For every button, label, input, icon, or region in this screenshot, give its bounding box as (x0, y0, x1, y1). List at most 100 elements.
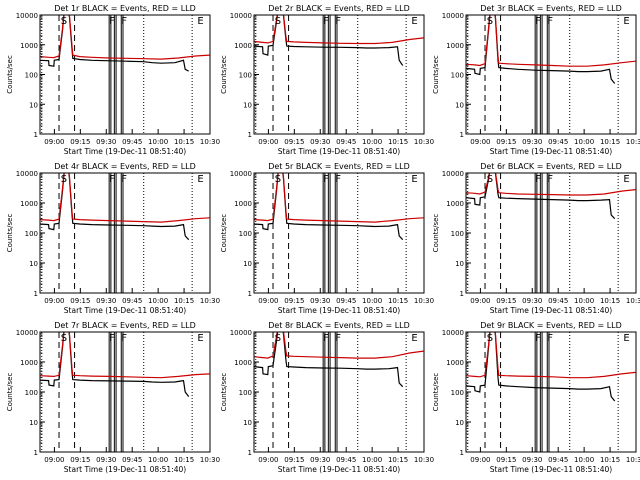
y-axis-label: Counts/sec (432, 214, 440, 253)
flag-annotation: F (323, 333, 329, 344)
events-series-line (40, 173, 190, 241)
y-tick-label: 1 (34, 290, 38, 298)
x-tick-label: 10:15 (600, 138, 620, 146)
flag-annotation: E (411, 333, 417, 344)
flag-annotation: F (109, 16, 115, 27)
flag-annotation: F (335, 174, 341, 185)
y-tick-label: 1000 (234, 42, 252, 50)
plot-frame (465, 172, 637, 294)
x-tick-label: 09:45 (336, 456, 356, 464)
x-tick-label: 09:15 (284, 456, 304, 464)
panel-title: Det 8r BLACK = Events, RED = LLD (268, 321, 410, 330)
plot-frame (39, 14, 211, 135)
flag-annotation: E (197, 174, 203, 185)
flag-annotation: S (487, 333, 493, 344)
events-series-line (466, 173, 616, 220)
y-tick-label: 10 (243, 419, 252, 427)
flag-annotation: F (109, 174, 115, 185)
lld-series-line (254, 173, 424, 223)
panel-det-2: S F F E 1 10 100 1000 10000 Counts/sec 09:00 09:15 0… (220, 4, 434, 156)
x-tick-label: 09:30 (310, 138, 330, 146)
y-tick-label: 1000 (20, 359, 38, 367)
flag-annotation: E (411, 174, 417, 185)
events-series-line (254, 15, 404, 66)
x-tick-label: 09:15 (496, 456, 516, 464)
x-tick-label: 09:45 (122, 297, 142, 305)
x-tick-label: 10:15 (388, 297, 408, 305)
x-tick-label: 09:00 (258, 456, 278, 464)
x-tick-label: 10:15 (174, 456, 194, 464)
y-tick-label: 1 (248, 131, 252, 139)
x-tick-label: 09:00 (44, 297, 64, 305)
panel-det-7: S F F E 1 10 100 1000 10000 Counts/sec 09:00 09:15 0… (6, 321, 220, 474)
y-tick-label: 10 (29, 260, 38, 268)
y-tick-label: 10 (455, 260, 464, 268)
x-tick-label: 09:45 (122, 456, 142, 464)
x-tick-label: 09:15 (284, 297, 304, 305)
x-tick-label: 09:30 (96, 456, 116, 464)
x-tick-label: 09:30 (522, 297, 542, 305)
y-tick-label: 1 (460, 449, 464, 457)
x-tick-label: 10:30 (626, 138, 640, 146)
y-tick-label: 10 (29, 419, 38, 427)
lld-series-line (40, 332, 210, 379)
x-tick-label: 09:45 (122, 138, 142, 146)
y-tick-label: 100 (25, 230, 38, 238)
y-tick-label: 1 (248, 290, 252, 298)
flag-annotation: F (547, 174, 553, 185)
x-tick-label: 10:00 (574, 297, 594, 305)
events-series-line (254, 173, 404, 241)
y-tick-label: 10000 (230, 170, 252, 178)
x-tick-label: 10:30 (200, 456, 220, 464)
x-tick-label: 10:00 (362, 456, 382, 464)
y-tick-label: 10000 (230, 329, 252, 337)
lld-series-line (40, 173, 210, 223)
lld-series-line (254, 332, 424, 359)
x-tick-label: 10:00 (362, 138, 382, 146)
y-tick-label: 10000 (230, 12, 252, 20)
panel-det-4: S F F E 1 10 100 1000 10000 Counts/sec 09:00 09:15 0… (6, 162, 220, 315)
y-tick-label: 1000 (20, 42, 38, 50)
y-axis-label: Counts/sec (432, 373, 440, 412)
flag-annotation: F (121, 333, 127, 344)
y-tick-label: 1 (34, 449, 38, 457)
plot-frame (39, 331, 211, 453)
plot-frame (253, 14, 425, 135)
y-tick-label: 10 (455, 101, 464, 109)
x-axis-label: Start Time (19-Dec-11 08:51:40) (278, 465, 400, 474)
y-tick-label: 1000 (234, 359, 252, 367)
y-axis-label: Counts/sec (220, 55, 228, 94)
flag-annotation: F (335, 333, 341, 344)
y-tick-label: 1 (460, 131, 464, 139)
flag-annotation: E (623, 174, 629, 185)
y-tick-label: 100 (451, 389, 464, 397)
y-tick-label: 10 (29, 101, 38, 109)
x-tick-label: 10:30 (200, 138, 220, 146)
flag-annotation: E (623, 16, 629, 27)
x-tick-label: 09:45 (548, 138, 568, 146)
lld-series-line (466, 332, 636, 379)
x-tick-label: 09:30 (522, 456, 542, 464)
y-axis-label: Counts/sec (432, 55, 440, 94)
y-tick-label: 100 (239, 72, 252, 80)
x-tick-label: 10:00 (574, 456, 594, 464)
x-tick-label: 10:15 (600, 297, 620, 305)
x-axis-label: Start Time (19-Dec-11 08:51:40) (490, 465, 612, 474)
x-tick-label: 09:00 (470, 138, 490, 146)
x-tick-label: 10:30 (626, 297, 640, 305)
y-tick-label: 100 (239, 230, 252, 238)
events-series-line (254, 332, 404, 388)
flag-annotation: F (335, 16, 341, 27)
y-tick-label: 10 (243, 260, 252, 268)
plot-frame (253, 331, 425, 453)
x-tick-label: 10:00 (574, 138, 594, 146)
y-tick-label: 10000 (442, 329, 464, 337)
flag-annotation: S (487, 174, 493, 185)
flag-annotation: S (275, 174, 281, 185)
panel-det-9: S F F E 1 10 100 1000 10000 Counts/sec 09:00 09:15 0… (432, 321, 640, 474)
flag-annotation: F (323, 16, 329, 27)
x-tick-label: 09:00 (44, 456, 64, 464)
x-tick-label: 10:30 (626, 456, 640, 464)
x-axis-label: Start Time (19-Dec-11 08:51:40) (64, 147, 186, 156)
